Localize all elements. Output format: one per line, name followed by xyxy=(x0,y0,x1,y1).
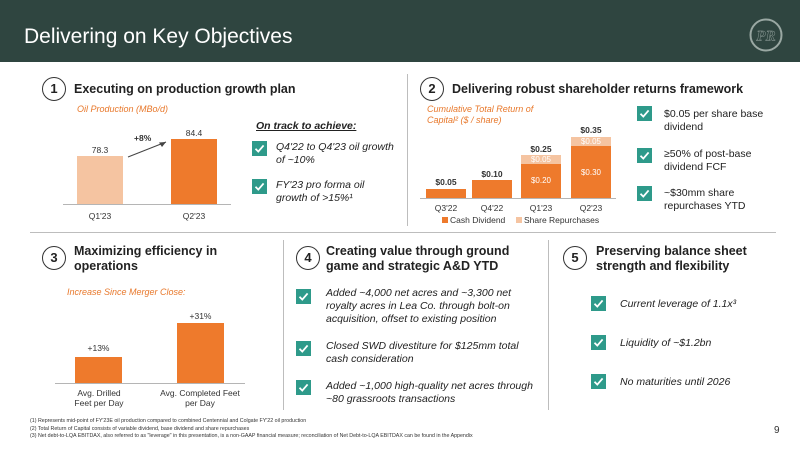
section-3-title: Maximizing efficiency in operations xyxy=(74,244,218,273)
check-icon xyxy=(296,341,311,356)
tick-label-q1-23: Q1'23 xyxy=(88,211,112,221)
section-4-item-1: Added ~4,000 net acres and ~3,300 net ro… xyxy=(326,287,512,325)
slide-header: Delivering on Key Objectives xyxy=(0,0,800,62)
footnotes: (1) Represents mid-point of FY'23E oil p… xyxy=(30,418,473,441)
footnote-3: (3) Net debt-to-LQA EBITDAX, also referr… xyxy=(30,433,473,439)
footnote-2: (2) Total Return of Capital consists of … xyxy=(30,425,250,432)
x-axis xyxy=(63,204,231,205)
x-axis xyxy=(55,383,245,384)
section-2-item-1: $0.05 per share base dividend xyxy=(664,108,764,133)
growth-annotation: +8% xyxy=(134,133,152,143)
check-icon xyxy=(591,335,606,350)
growth-arrow-icon xyxy=(127,141,167,158)
section-5-item-3: No maturities until 2026 xyxy=(620,376,731,388)
legend-swatch-dividend xyxy=(442,217,448,223)
section-2-title: Delivering robust shareholder returns fr… xyxy=(452,82,744,96)
tick-label-q4-22: Q4'22 xyxy=(480,203,504,213)
segment-label-q1-23-dividend: $0.20 xyxy=(530,176,552,185)
check-icon xyxy=(591,296,606,311)
bar-q3-22-dividend xyxy=(426,189,466,198)
divider-middle xyxy=(30,232,776,233)
section-3-number: 3 xyxy=(42,246,66,270)
bar-completed-feet xyxy=(177,323,224,383)
tick-label-q2-23: Q2'23 xyxy=(579,203,603,213)
check-icon xyxy=(252,179,267,194)
value-label-drilled: +13% xyxy=(87,343,110,353)
divider-top xyxy=(407,74,408,226)
divider-bottom-left xyxy=(283,240,284,410)
section-1-item-1: Q4'22 to Q4'23 oil growth of ~10% xyxy=(276,141,394,166)
section-2-item-2: ≥50% of post-base dividend FCF xyxy=(664,148,752,173)
section-2-subtitle: Cumulative Total Return of Capital² ($ /… xyxy=(427,104,534,125)
value-label-q1-23: 78.3 xyxy=(91,145,109,155)
check-icon xyxy=(296,380,311,395)
bar-q2-23 xyxy=(171,139,217,204)
bar-drilled-feet xyxy=(75,357,122,383)
section-1-item-2: FY'23 pro forma oil growth of >15%¹ xyxy=(276,179,365,204)
bar-q1-23 xyxy=(77,156,123,204)
section-5-item-2: Liquidity of ~$1.2bn xyxy=(620,337,712,349)
page-number: 9 xyxy=(774,425,780,436)
section-2-number: 2 xyxy=(420,77,444,101)
section-5-title: Preserving balance sheet strength and fl… xyxy=(596,244,747,273)
on-track-title: On track to achieve: xyxy=(256,120,357,132)
value-label-q2-23: 84.4 xyxy=(185,128,203,138)
tick-label-q1-23: Q1'23 xyxy=(529,203,553,213)
check-icon xyxy=(637,148,652,163)
tick-label-q3-22: Q3'22 xyxy=(434,203,458,213)
company-logo: PR xyxy=(749,18,783,52)
total-label-q4-22: $0.10 xyxy=(481,169,503,179)
value-label-completed: +31% xyxy=(189,311,212,321)
total-label-q3-22: $0.05 xyxy=(435,177,457,187)
total-label-q1-23: $0.25 xyxy=(530,144,552,154)
divider-bottom-right xyxy=(548,240,549,410)
bar-q2-23-repurchases xyxy=(571,137,611,146)
legend-swatch-repurchases xyxy=(516,217,522,223)
check-icon xyxy=(637,186,652,201)
section-1-number: 1 xyxy=(42,77,66,101)
tick-label-drilled: Avg. Drilled Feet per Day xyxy=(74,388,124,408)
section-5-number: 5 xyxy=(563,246,587,270)
segment-label-q2-23-dividend: $0.30 xyxy=(580,168,602,177)
check-icon xyxy=(252,141,267,156)
check-icon xyxy=(296,289,311,304)
section-1-title: Executing on production growth plan xyxy=(74,82,296,96)
bar-q1-23-dividend xyxy=(521,164,561,198)
check-icon xyxy=(591,374,606,389)
total-label-q2-23: $0.35 xyxy=(580,125,602,135)
section-4-number: 4 xyxy=(296,246,320,270)
footnote-1: (1) Represents mid-point of FY'23E oil p… xyxy=(30,418,307,424)
logo-text: PR xyxy=(756,29,775,45)
section-4-item-3: Added ~1,000 high-quality net acres thro… xyxy=(326,380,533,405)
legend-label-dividend: Cash Dividend xyxy=(450,215,506,225)
x-axis xyxy=(420,198,616,199)
section-4-item-2: Closed SWD divestiture for $125mm total … xyxy=(326,340,519,365)
bar-q2-23-dividend xyxy=(571,146,611,198)
bar-q1-23-repurchases xyxy=(521,155,561,164)
tick-label-q2-23: Q2'23 xyxy=(182,211,206,221)
section-5-item-1: Current leverage of 1.1x³ xyxy=(620,298,737,310)
segment-label-q2-23-repurchases: $0.05 xyxy=(580,137,602,146)
segment-label-q1-23-repurchases: $0.05 xyxy=(530,155,552,164)
section-4-title: Creating value through ground game and s… xyxy=(326,244,510,273)
section-1-subtitle: Oil Production (MBo/d) xyxy=(77,104,169,114)
tick-label-completed: Avg. Completed Feet per Day xyxy=(160,388,240,408)
check-icon xyxy=(637,106,652,121)
section-2-item-3: ~$30mm share repurchases YTD xyxy=(664,187,746,212)
slide-title: Delivering on Key Objectives xyxy=(24,25,293,48)
legend-label-repurchases: Share Repurchases xyxy=(524,215,600,225)
section-3-subtitle: Increase Since Merger Close: xyxy=(67,287,186,297)
bar-q4-22-dividend xyxy=(472,180,512,198)
